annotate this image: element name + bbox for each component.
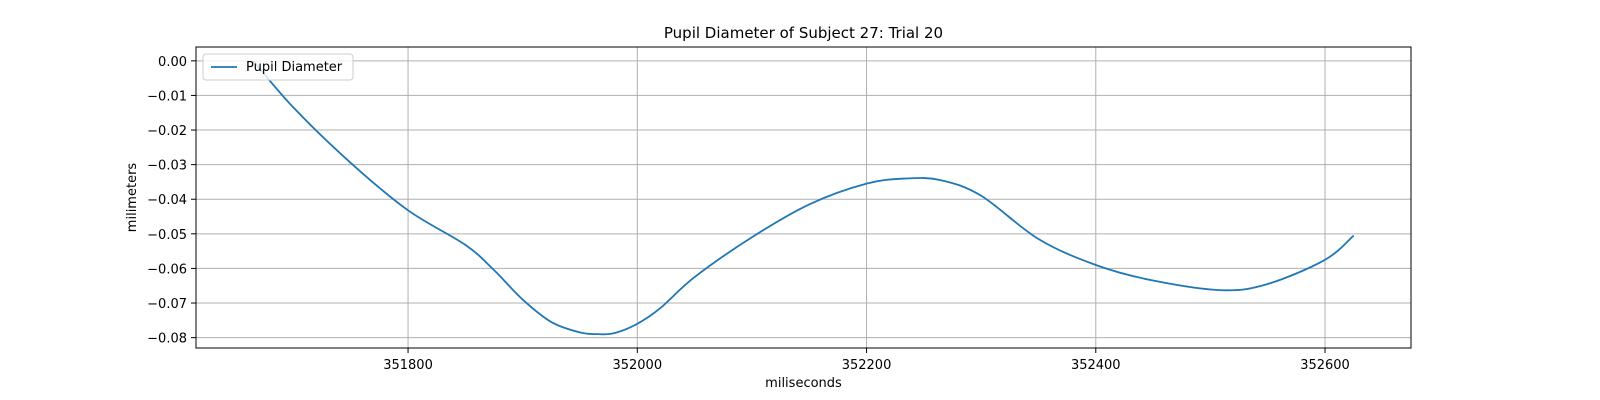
legend: Pupil Diameter xyxy=(202,53,354,81)
chart-title: Pupil Diameter of Subject 27: Trial 20 xyxy=(664,24,943,42)
x-tick-label: 352400 xyxy=(1071,358,1121,373)
plot-frame xyxy=(195,46,1412,349)
y-axis: 0.00 −0.01 −0.02 −0.03 −0.04 −0.05 −0.06 −0.07 −… xyxy=(147,55,196,347)
series-layer xyxy=(252,60,1355,336)
y-tick-label: −0.05 xyxy=(147,228,187,243)
series-line-pupil-diameter xyxy=(252,60,1355,336)
x-tick-label: 352000 xyxy=(612,358,662,373)
x-tick-label: 351800 xyxy=(383,358,433,373)
y-tick-label: 0.00 xyxy=(158,55,187,70)
grid-layer xyxy=(196,47,1411,348)
y-tick-label: −0.04 xyxy=(147,193,187,208)
y-tick-label: −0.08 xyxy=(147,332,187,347)
y-tick-label: −0.06 xyxy=(147,262,187,277)
legend-box xyxy=(202,53,354,81)
x-tick-label: 352200 xyxy=(842,358,892,373)
y-tick-label: −0.01 xyxy=(147,89,187,104)
y-tick-label: −0.03 xyxy=(147,159,187,174)
y-axis-label: milimeters xyxy=(125,163,140,233)
y-tick-label: −0.07 xyxy=(147,297,187,312)
y-tick-label: −0.02 xyxy=(147,124,187,139)
legend-label-pupil-diameter: Pupil Diameter xyxy=(246,60,343,75)
x-axis: 351800 352000 352200 352400 352600 xyxy=(383,348,1350,373)
x-axis-label: miliseconds xyxy=(765,376,842,391)
x-tick-label: 352600 xyxy=(1300,358,1350,373)
